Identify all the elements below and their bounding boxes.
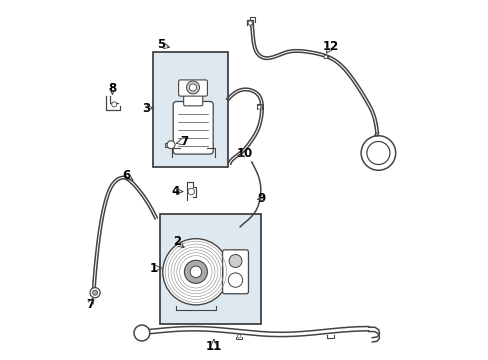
Circle shape xyxy=(184,260,207,283)
FancyBboxPatch shape xyxy=(173,102,213,154)
FancyBboxPatch shape xyxy=(183,93,203,106)
FancyBboxPatch shape xyxy=(222,250,248,294)
Circle shape xyxy=(163,239,228,305)
Circle shape xyxy=(90,288,100,298)
Text: 7: 7 xyxy=(86,298,94,311)
Circle shape xyxy=(186,81,199,94)
Text: 2: 2 xyxy=(172,235,181,248)
Text: 7: 7 xyxy=(180,135,188,148)
Text: 9: 9 xyxy=(257,192,265,205)
Bar xyxy=(152,52,228,167)
Circle shape xyxy=(187,188,194,195)
Text: 11: 11 xyxy=(205,340,222,353)
Bar xyxy=(160,214,260,324)
Circle shape xyxy=(111,102,117,107)
Circle shape xyxy=(92,290,98,295)
Circle shape xyxy=(237,334,241,338)
Text: 10: 10 xyxy=(237,147,253,160)
Circle shape xyxy=(324,55,327,59)
Circle shape xyxy=(189,84,196,91)
Circle shape xyxy=(167,141,175,149)
Text: 4: 4 xyxy=(171,185,179,198)
Text: 1: 1 xyxy=(149,262,158,275)
Circle shape xyxy=(228,273,242,287)
Circle shape xyxy=(228,255,242,267)
Circle shape xyxy=(247,21,252,25)
Text: 8: 8 xyxy=(108,82,116,95)
Text: 12: 12 xyxy=(322,40,338,53)
Text: 3: 3 xyxy=(142,102,150,114)
Circle shape xyxy=(257,105,261,109)
Text: 5: 5 xyxy=(157,38,165,51)
FancyBboxPatch shape xyxy=(178,80,207,96)
Circle shape xyxy=(190,266,201,278)
Text: 6: 6 xyxy=(122,169,130,182)
